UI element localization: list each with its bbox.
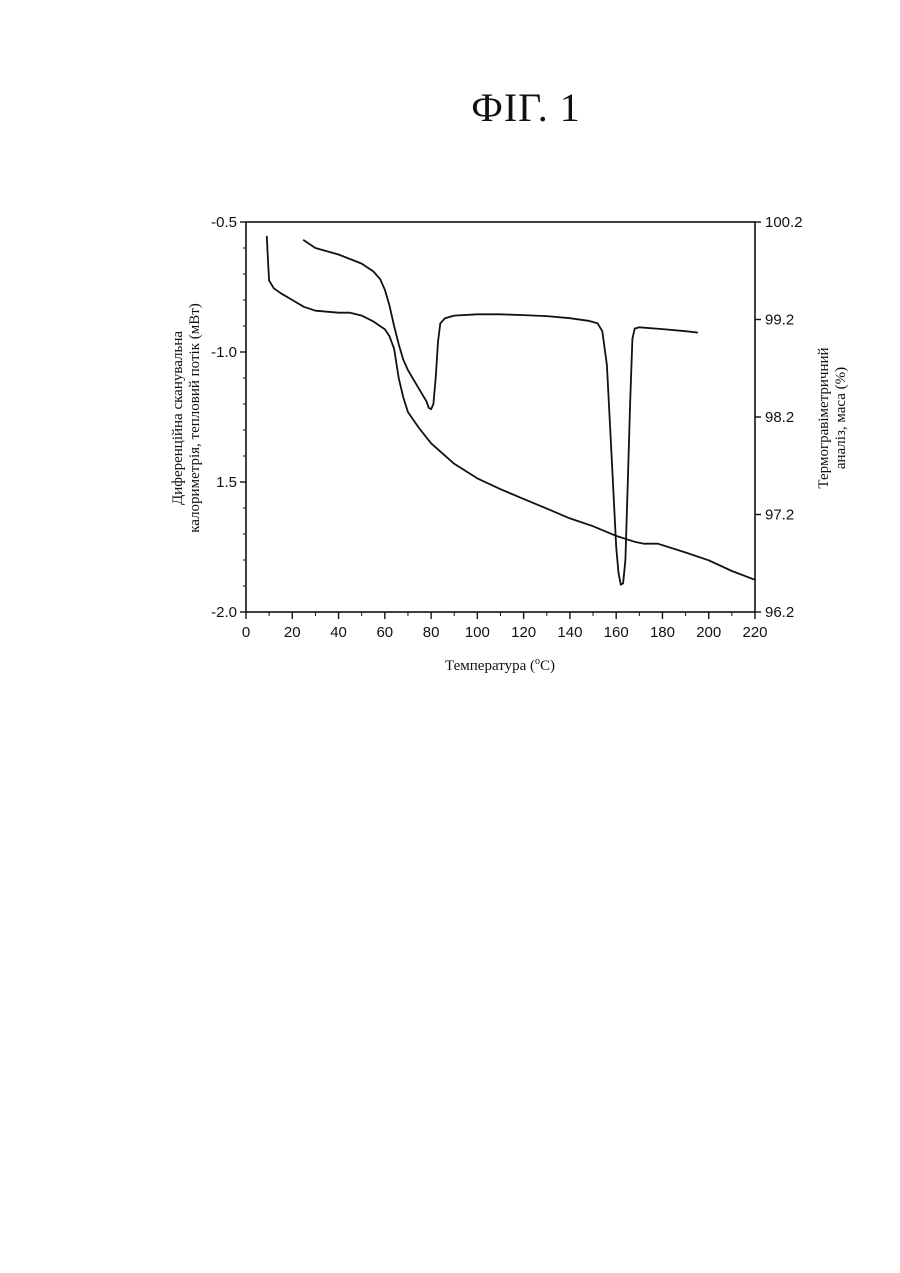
left-axis-label: Диференційна сканувальна калориметрія, т… [170,303,203,533]
x-axis-ticks: 0 20 40 60 80 100 120 140 160 180 200 220 [242,612,768,641]
figure-title: ФІГ. 1 [471,85,581,130]
x-tick-label: 80 [423,624,440,641]
left-axis-label-line-2: калориметрія, тепловий потік (мВт) [187,303,203,533]
right-tick-label: 97.2 [765,507,794,524]
left-axis-label-line-1: Диференційна сканувальна [170,331,186,505]
left-tick-label: 1.5 [216,474,237,491]
x-tick-label: 220 [742,624,767,641]
x-tick-label: 180 [650,624,675,641]
right-axis-label: Термогравіметричний аналіз, маса (%) [816,347,849,488]
left-tick-label: -2.0 [211,604,237,621]
x-tick-label: 100 [465,624,490,641]
right-axis-label-line-2: аналіз, маса (%) [833,367,849,469]
right-axis-ticks: 100.2 99.2 98.2 97.2 96.2 [755,214,803,621]
x-tick-label: 40 [330,624,347,641]
x-axis-label-suffix: C) [540,658,555,674]
x-tick-label: 200 [696,624,721,641]
x-tick-label: 0 [242,624,250,641]
right-tick-label: 98.2 [765,409,794,426]
series-layer [265,235,756,586]
dsc-curve [302,239,699,586]
x-tick-label: 120 [511,624,536,641]
right-tick-label: 99.2 [765,312,794,329]
left-tick-label: -1.0 [211,344,237,361]
x-axis-label-prefix: Температура ( [445,658,535,674]
tga-curve [265,235,756,581]
x-axis-label-degree: o [535,656,540,667]
x-tick-label: 140 [557,624,582,641]
plot-frame [245,221,756,613]
right-tick-label: 100.2 [765,214,803,231]
left-tick-label: -0.5 [211,214,237,231]
right-tick-label: 96.2 [765,604,794,621]
x-tick-label: 60 [376,624,393,641]
x-tick-label: 160 [604,624,629,641]
right-axis-label-line-1: Термогравіметричний [816,347,832,488]
x-axis-label: Температура (oC) [445,656,555,674]
x-tick-label: 20 [284,624,301,641]
left-axis-ticks: -0.5 -1.0 1.5 -2.0 [211,214,246,621]
